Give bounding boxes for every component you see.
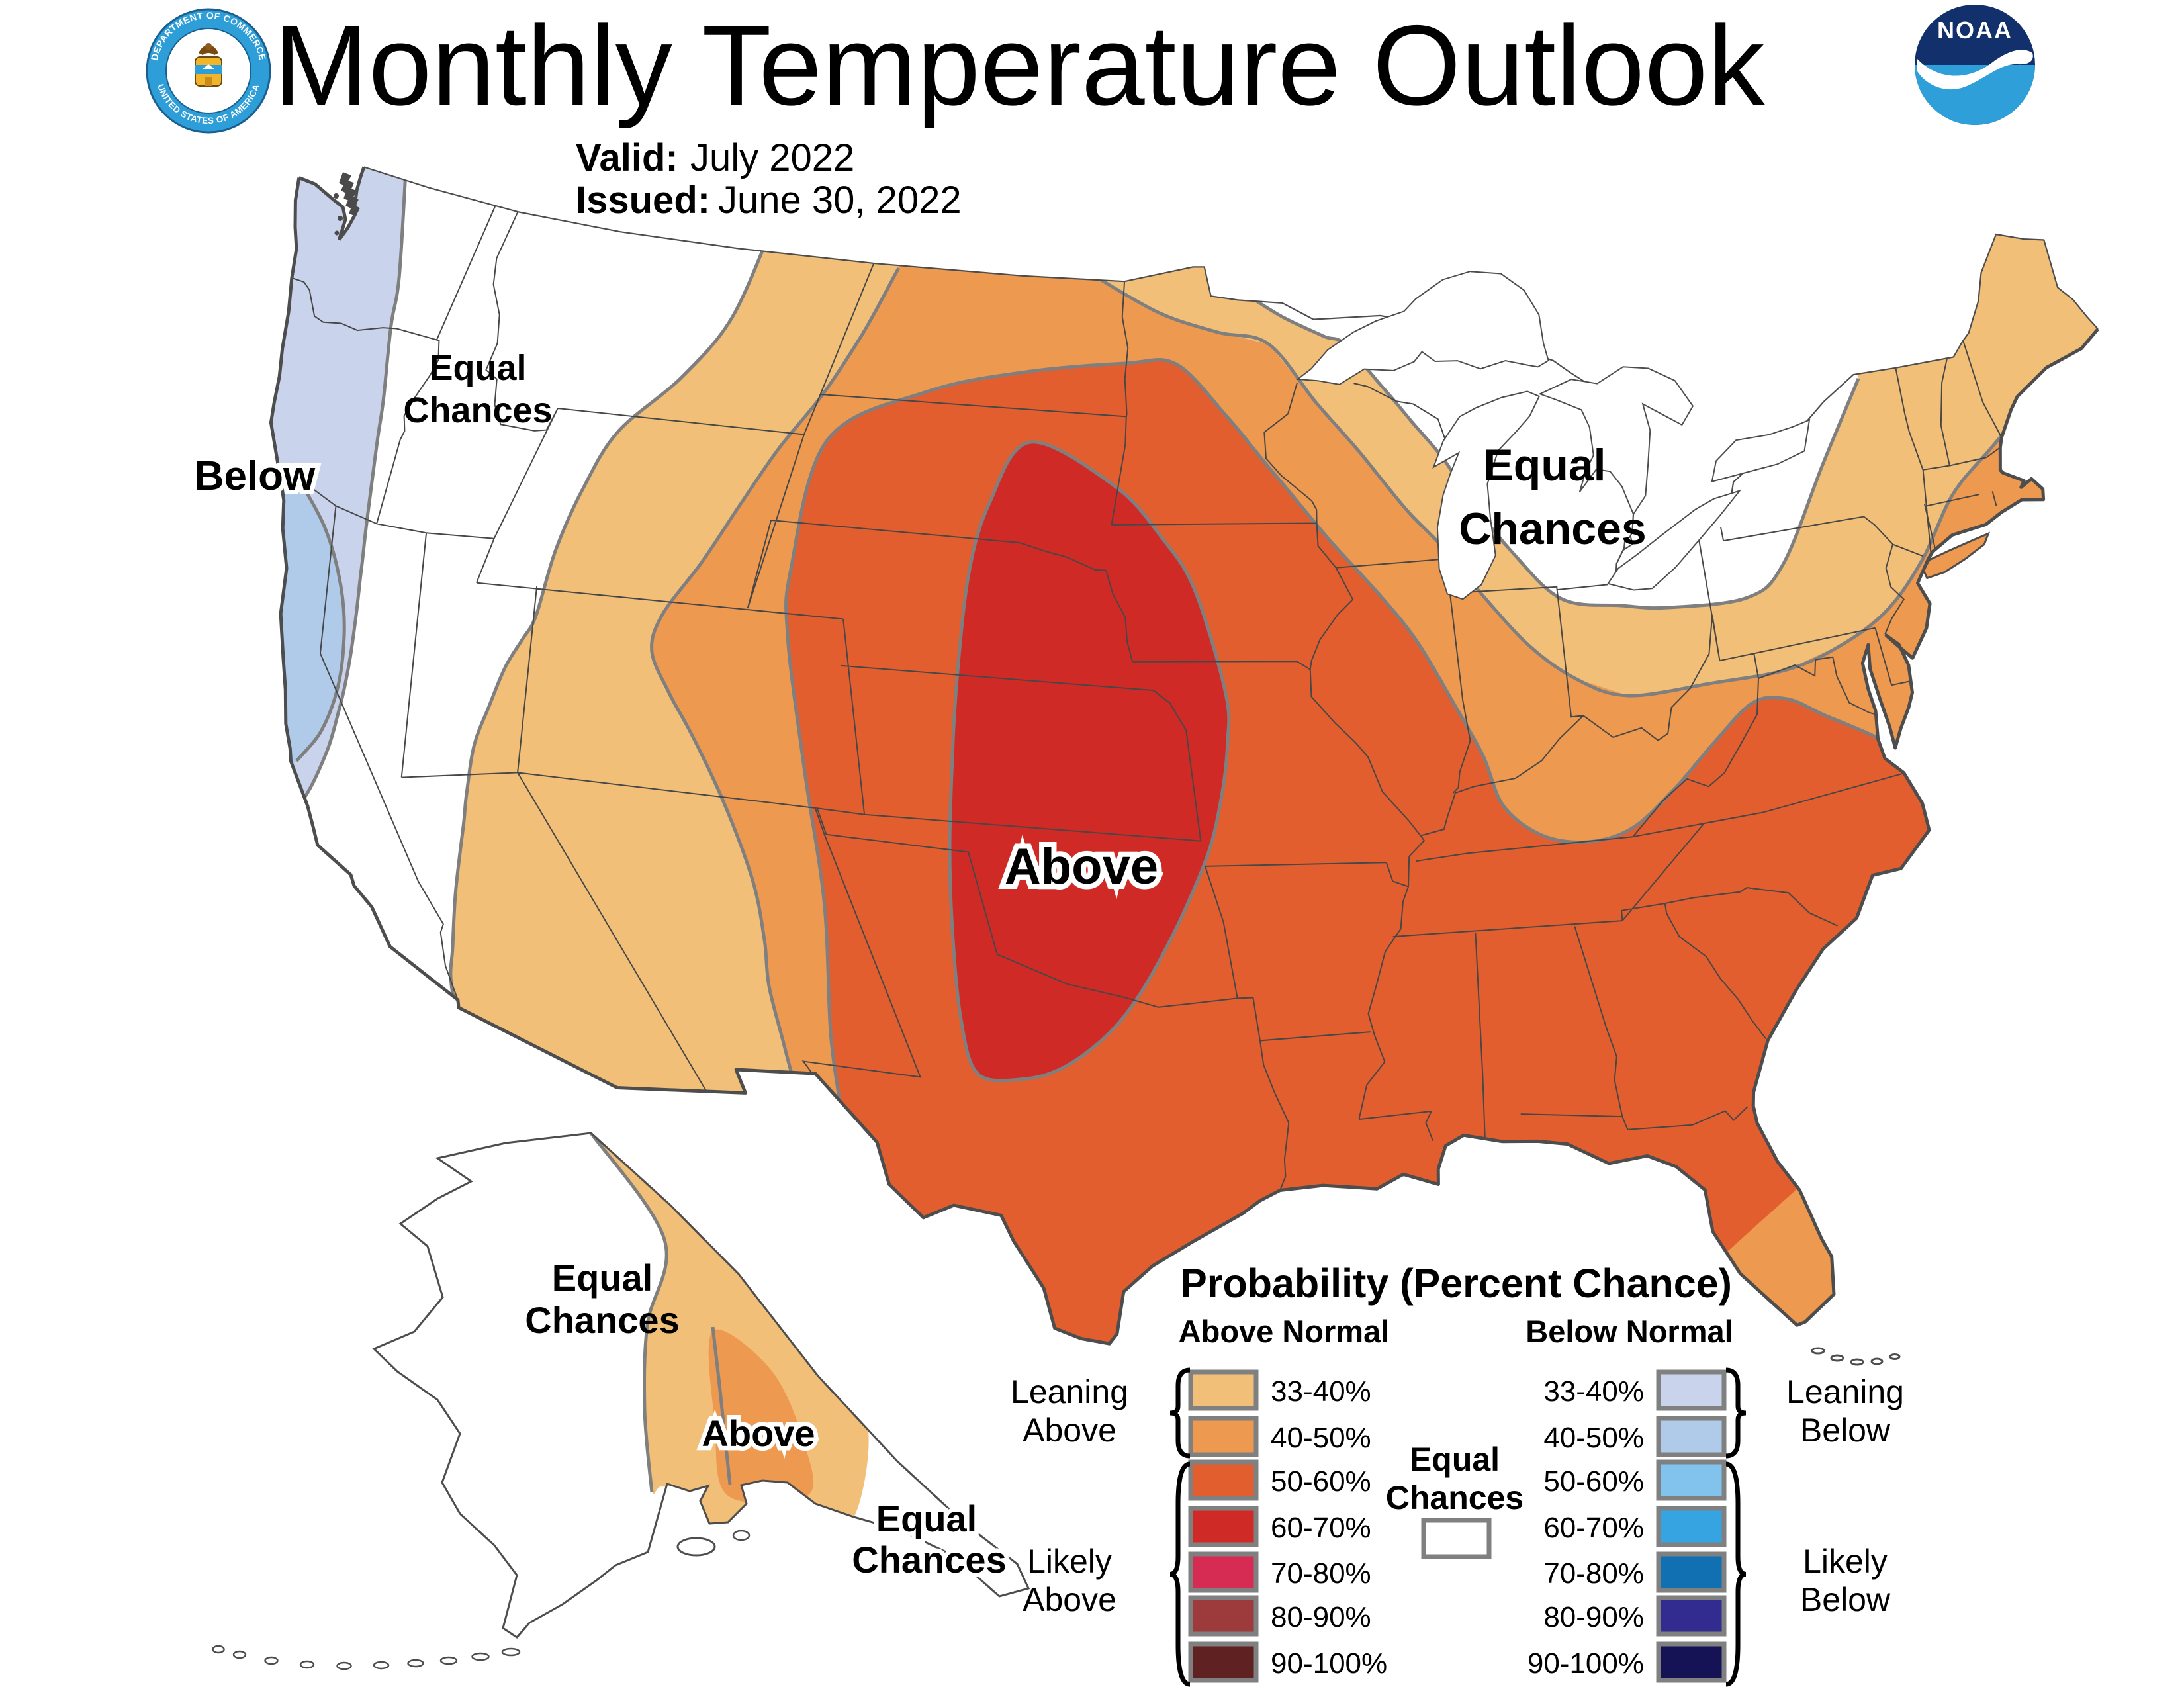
svg-text:60-70%: 60-70% <box>1271 1512 1371 1544</box>
svg-text:July 2022: July 2022 <box>690 136 854 179</box>
svg-text:70-80%: 70-80% <box>1543 1557 1644 1590</box>
svg-text:Probability (Percent Chance): Probability (Percent Chance) <box>1180 1261 1732 1306</box>
svg-text:70-80%: 70-80% <box>1271 1557 1371 1590</box>
svg-text:Above: Above <box>1005 839 1158 895</box>
svg-text:Below Normal: Below Normal <box>1525 1314 1733 1349</box>
svg-text:Chances: Chances <box>1459 504 1646 554</box>
svg-text:Above: Above <box>1023 1412 1116 1449</box>
svg-text:Chances: Chances <box>852 1539 1006 1580</box>
svg-text:Chances: Chances <box>403 390 552 430</box>
svg-text:80-90%: 80-90% <box>1271 1601 1371 1633</box>
svg-text:Equal: Equal <box>1410 1441 1500 1478</box>
svg-text:90-100%: 90-100% <box>1527 1647 1644 1680</box>
svg-text:40-50%: 40-50% <box>1271 1422 1371 1454</box>
svg-text:Above: Above <box>1023 1581 1116 1618</box>
svg-text:Below: Below <box>1800 1412 1891 1449</box>
svg-text:Below: Below <box>195 453 316 499</box>
svg-text:Chances: Chances <box>525 1299 679 1341</box>
svg-text:Above Normal: Above Normal <box>1179 1314 1390 1349</box>
svg-text:50-60%: 50-60% <box>1543 1465 1644 1498</box>
svg-text:Likely: Likely <box>1027 1543 1112 1580</box>
svg-text:Below: Below <box>1800 1581 1891 1618</box>
svg-text:Equal: Equal <box>876 1498 977 1539</box>
svg-text:NOAA: NOAA <box>1937 17 2013 44</box>
svg-text:33-40%: 33-40% <box>1543 1375 1644 1408</box>
svg-text:Valid:: Valid: <box>576 136 678 179</box>
svg-text:Equal: Equal <box>429 348 526 388</box>
svg-text:90-100%: 90-100% <box>1271 1647 1387 1680</box>
svg-text:Above: Above <box>702 1412 815 1454</box>
svg-text:Equal: Equal <box>552 1257 653 1299</box>
svg-text:Issued:: Issued: <box>576 179 710 222</box>
svg-text:60-70%: 60-70% <box>1543 1512 1644 1544</box>
svg-text:Likely: Likely <box>1803 1543 1888 1580</box>
svg-text:Chances: Chances <box>1386 1479 1524 1516</box>
svg-text:33-40%: 33-40% <box>1271 1375 1371 1408</box>
svg-text:Leaning: Leaning <box>1011 1373 1128 1410</box>
svg-text:Equal: Equal <box>1483 440 1606 490</box>
svg-text:June 30, 2022: June 30, 2022 <box>718 179 962 222</box>
svg-text:40-50%: 40-50% <box>1543 1422 1644 1454</box>
svg-text:50-60%: 50-60% <box>1271 1465 1371 1498</box>
svg-text:80-90%: 80-90% <box>1543 1601 1644 1633</box>
svg-text:Leaning: Leaning <box>1786 1373 1904 1410</box>
svg-text:Monthly Temperature Outlook: Monthly Temperature Outlook <box>273 2 1765 129</box>
